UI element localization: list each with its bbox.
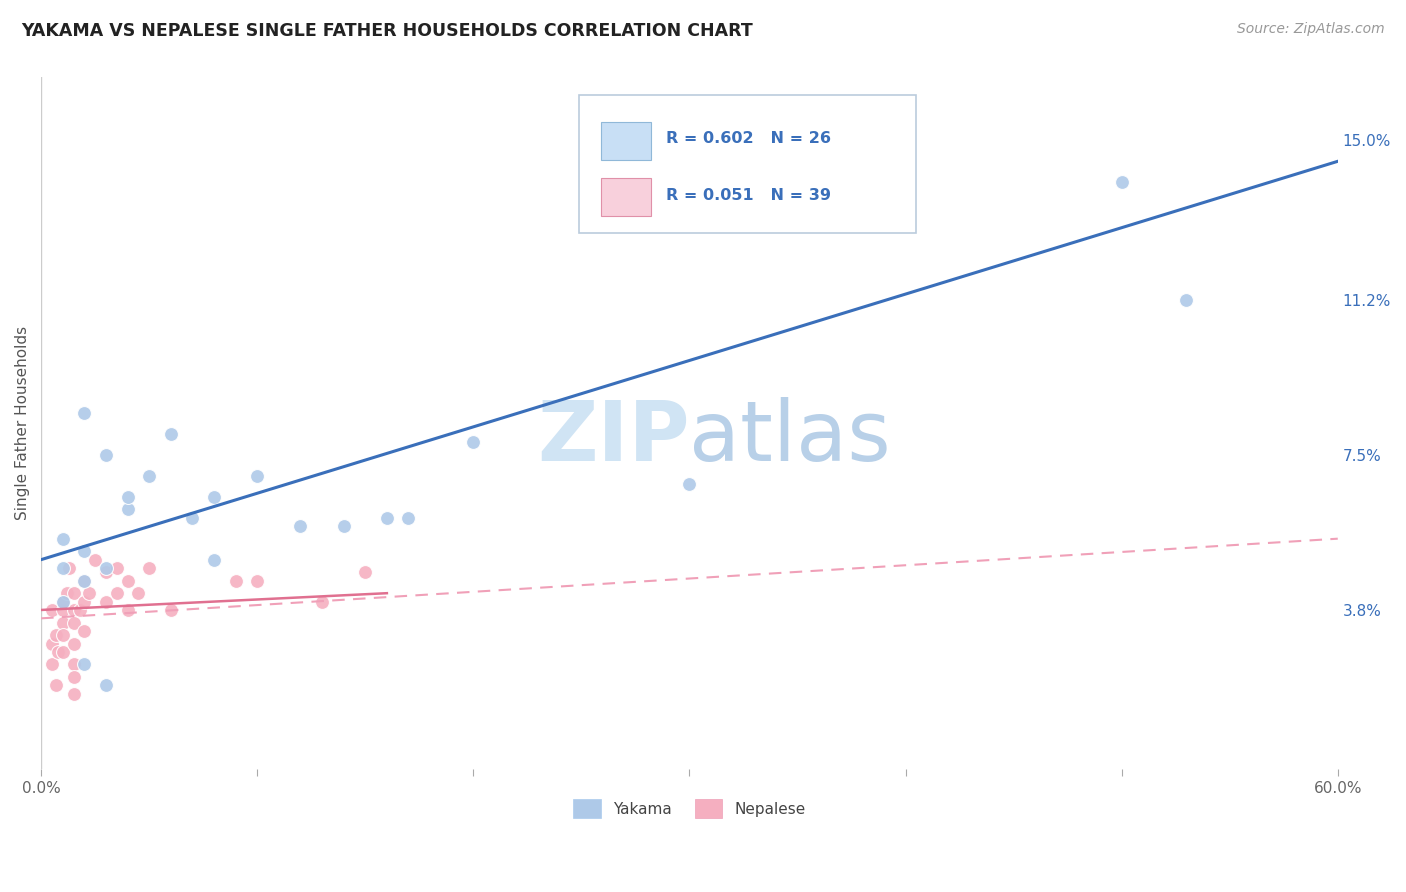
Text: R = 0.051   N = 39: R = 0.051 N = 39 <box>666 188 831 202</box>
Point <box>1111 175 1133 189</box>
Point <box>52 615 75 630</box>
Point <box>73 594 96 608</box>
Point <box>84 552 107 566</box>
Point <box>127 586 149 600</box>
Bar <box>602 121 651 160</box>
Point <box>41 603 63 617</box>
FancyBboxPatch shape <box>579 95 917 233</box>
Point <box>94 594 117 608</box>
Point <box>354 566 377 580</box>
Point <box>159 603 181 617</box>
Point <box>398 510 420 524</box>
Point <box>45 678 67 692</box>
Point <box>181 510 204 524</box>
Point <box>48 645 70 659</box>
Point <box>94 448 117 462</box>
Point <box>52 594 75 608</box>
Point <box>73 574 96 588</box>
Text: atlas: atlas <box>689 397 891 478</box>
Point <box>225 574 247 588</box>
Point <box>41 657 63 672</box>
Point <box>117 574 139 588</box>
Point <box>73 574 96 588</box>
Point <box>52 603 75 617</box>
Text: Source: ZipAtlas.com: Source: ZipAtlas.com <box>1237 22 1385 37</box>
Point <box>105 561 128 575</box>
Point <box>52 532 75 546</box>
Point <box>202 490 225 504</box>
Legend: Yakama, Nepalese: Yakama, Nepalese <box>567 793 811 824</box>
Point <box>246 468 269 483</box>
Point <box>73 406 96 420</box>
Point <box>41 636 63 650</box>
Point <box>62 615 84 630</box>
Point <box>678 477 700 491</box>
Point <box>117 490 139 504</box>
Text: ZIP: ZIP <box>537 397 689 478</box>
Text: R = 0.602   N = 26: R = 0.602 N = 26 <box>666 131 831 146</box>
Point <box>62 603 84 617</box>
Point <box>202 552 225 566</box>
Point <box>69 603 91 617</box>
Point <box>62 586 84 600</box>
Point <box>463 435 485 450</box>
Point <box>1175 293 1198 307</box>
Point <box>73 657 96 672</box>
Point <box>117 502 139 516</box>
Point <box>62 657 84 672</box>
Point <box>73 544 96 558</box>
Text: YAKAMA VS NEPALESE SINGLE FATHER HOUSEHOLDS CORRELATION CHART: YAKAMA VS NEPALESE SINGLE FATHER HOUSEHO… <box>21 22 752 40</box>
Point <box>138 468 160 483</box>
Bar <box>602 178 651 216</box>
Point <box>52 594 75 608</box>
Point <box>332 519 354 533</box>
Point <box>290 519 312 533</box>
Point <box>105 586 128 600</box>
Point <box>45 628 67 642</box>
Point <box>52 645 75 659</box>
Point <box>375 510 398 524</box>
Point <box>56 586 79 600</box>
Point <box>73 624 96 638</box>
Point <box>62 670 84 684</box>
Point <box>117 603 139 617</box>
Point <box>52 628 75 642</box>
Point <box>77 586 100 600</box>
Point <box>159 426 181 441</box>
Y-axis label: Single Father Households: Single Father Households <box>15 326 30 520</box>
Point <box>94 561 117 575</box>
Point <box>246 574 269 588</box>
Point <box>138 561 160 575</box>
Point <box>94 678 117 692</box>
Point <box>94 566 117 580</box>
Point <box>311 594 333 608</box>
Point <box>62 636 84 650</box>
Point <box>58 561 80 575</box>
Point <box>52 561 75 575</box>
Point <box>62 687 84 701</box>
